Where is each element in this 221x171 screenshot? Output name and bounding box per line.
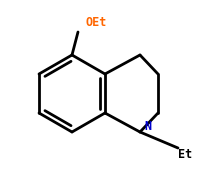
Text: N: N bbox=[145, 121, 152, 134]
Text: Et: Et bbox=[178, 148, 192, 161]
Text: OEt: OEt bbox=[85, 16, 106, 29]
